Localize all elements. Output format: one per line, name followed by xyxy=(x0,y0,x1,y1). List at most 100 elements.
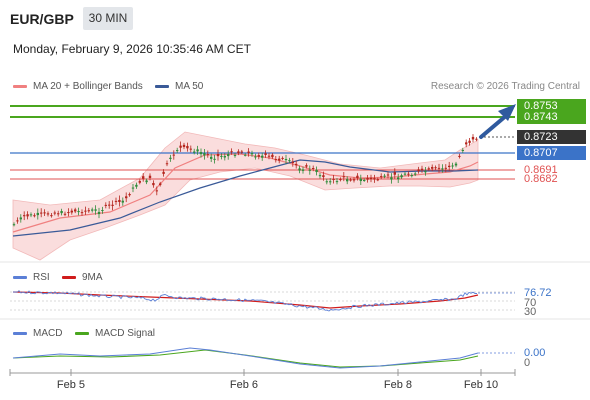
candle-body xyxy=(216,154,220,157)
rsi-value: 76.72 xyxy=(524,287,552,299)
candle-body xyxy=(46,213,50,215)
research-credit: Research © 2026 Trading Central xyxy=(430,81,580,92)
x-label-feb6: Feb 6 xyxy=(230,379,258,391)
candle-body xyxy=(390,177,393,180)
candle-body xyxy=(111,204,114,206)
candle-body xyxy=(50,215,53,217)
timestamp: Monday, February 9, 2026 10:35:46 AM CET xyxy=(13,42,251,56)
candle-body xyxy=(315,169,318,173)
candle-body xyxy=(308,169,311,171)
candle-body xyxy=(138,181,141,183)
bollinger-bands xyxy=(12,131,479,261)
candle-body xyxy=(261,155,264,158)
candle-body xyxy=(155,190,158,192)
candle-body xyxy=(403,173,407,175)
candle-body xyxy=(148,175,152,178)
candle-body xyxy=(291,161,294,164)
candle-body xyxy=(397,177,400,180)
macd-legend: MACD xyxy=(13,328,62,339)
candle-body xyxy=(145,180,148,183)
candle-body xyxy=(128,194,131,196)
candle-body xyxy=(12,224,16,226)
candle-body xyxy=(400,175,403,178)
target-arrow-head xyxy=(498,104,516,121)
candle-body xyxy=(97,211,101,215)
candle-body xyxy=(454,163,458,166)
timeframe-button[interactable]: 30 MIN xyxy=(83,7,133,30)
rsi-ma-legend-label: 9MA xyxy=(82,272,103,283)
rsi-legend: RSI xyxy=(13,272,50,283)
candle-body xyxy=(295,163,298,166)
x-axis-ticks xyxy=(9,369,516,376)
ma20-legend: MA 20 + Bollinger Bands xyxy=(13,81,143,92)
candle-body xyxy=(437,167,441,169)
candle-body xyxy=(363,179,366,181)
candle-body xyxy=(427,168,430,170)
candle-body xyxy=(465,142,468,145)
candle-body xyxy=(475,138,478,140)
candle-body xyxy=(131,187,135,189)
candle-body xyxy=(94,209,97,211)
candle-body xyxy=(380,176,383,178)
ma20-legend-label: MA 20 + Bollinger Bands xyxy=(33,81,143,92)
x-label-feb10: Feb 10 xyxy=(464,379,498,391)
candle-body xyxy=(335,181,339,183)
candle-body xyxy=(284,158,288,161)
candle-body xyxy=(237,151,240,154)
candle-body xyxy=(206,154,209,156)
candle-body xyxy=(91,209,94,211)
candle-body xyxy=(33,215,36,217)
candle-body xyxy=(312,168,315,170)
rsi-ma-line xyxy=(12,291,479,309)
rsi-swatch xyxy=(13,276,27,279)
candle-body xyxy=(414,173,417,175)
ma50-legend-label: MA 50 xyxy=(175,81,204,92)
candle-body xyxy=(43,212,46,214)
candle-body xyxy=(271,154,274,158)
candle-body xyxy=(420,168,424,170)
candle-body xyxy=(356,175,359,178)
candle-body xyxy=(305,165,308,167)
candle-body xyxy=(352,179,356,181)
candle-body xyxy=(104,204,107,206)
candle-body xyxy=(424,171,427,173)
candle-body xyxy=(63,213,67,215)
candle-body xyxy=(376,179,379,181)
candle-body xyxy=(84,210,87,212)
candle-body xyxy=(434,167,437,169)
candle-body xyxy=(366,177,369,180)
candle-body xyxy=(244,154,247,156)
target-arrow-shaft xyxy=(479,113,509,139)
candle-body xyxy=(471,136,475,140)
candle-body xyxy=(189,148,192,150)
candle-body xyxy=(77,211,80,213)
rsi-ma-swatch xyxy=(62,276,76,279)
candle-body xyxy=(159,183,162,186)
rsi-ma-legend: 9MA xyxy=(62,272,103,283)
signal-legend: MACD Signal xyxy=(75,328,155,339)
rsi-line xyxy=(12,290,477,312)
candle-body xyxy=(407,173,410,175)
candle-body xyxy=(53,212,56,214)
x-axis-labels: Feb 5 Feb 6 Feb 8 Feb 10 xyxy=(57,379,498,391)
candle-body xyxy=(332,178,335,180)
candle-body xyxy=(339,179,342,181)
candle-body xyxy=(179,145,182,148)
signal-swatch xyxy=(75,332,89,335)
candle-body xyxy=(60,210,63,214)
ma20-swatch xyxy=(13,85,27,88)
panel-dividers xyxy=(0,261,590,374)
candle-body xyxy=(410,175,413,177)
candle-body xyxy=(451,165,454,167)
signal-legend-label: MACD Signal xyxy=(95,328,156,339)
candle-body xyxy=(230,151,233,153)
candle-body xyxy=(165,163,169,165)
macd-legend-label: MACD xyxy=(33,328,63,339)
candle-body xyxy=(386,174,390,176)
candle-body xyxy=(142,176,145,179)
rsi-level-30: 30 xyxy=(524,306,537,318)
macd-signal-line xyxy=(12,349,479,368)
macd-line xyxy=(12,347,479,369)
candle-body xyxy=(87,210,90,212)
